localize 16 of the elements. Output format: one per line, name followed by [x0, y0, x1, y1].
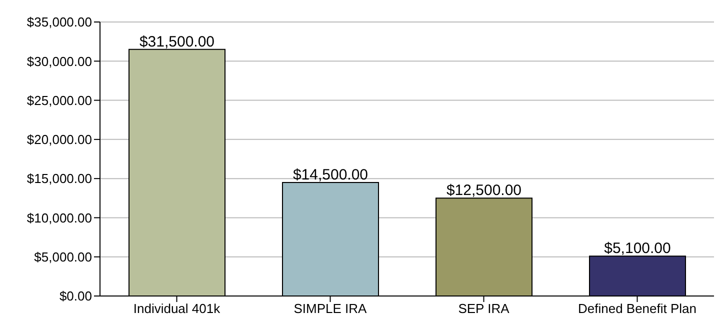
x-tick-label: Defined Benefit Plan — [578, 301, 697, 316]
data-label: $5,100.00 — [604, 240, 671, 258]
y-tick-label: $20,000.00 — [26, 132, 92, 148]
y-tick-label: $10,000.00 — [26, 210, 92, 226]
y-tick-label: $0.00 — [59, 288, 92, 304]
x-tick-label: SEP IRA — [458, 301, 510, 316]
y-tick-label: $5,000.00 — [34, 249, 92, 264]
y-tick-label: $25,000.00 — [26, 92, 92, 108]
y-tick-label: $15,000.00 — [26, 171, 92, 186]
y-tick-label: $35,000.00 — [26, 14, 92, 30]
y-tick-label: $30,000.00 — [26, 54, 92, 69]
data-label: $14,500.00 — [292, 166, 368, 184]
x-tick-label: SIMPLE IRA — [294, 301, 368, 316]
data-label: $31,500.00 — [139, 33, 215, 50]
x-tick-label: Individual 401k — [133, 301, 221, 316]
data-label: $12,500.00 — [446, 182, 522, 200]
